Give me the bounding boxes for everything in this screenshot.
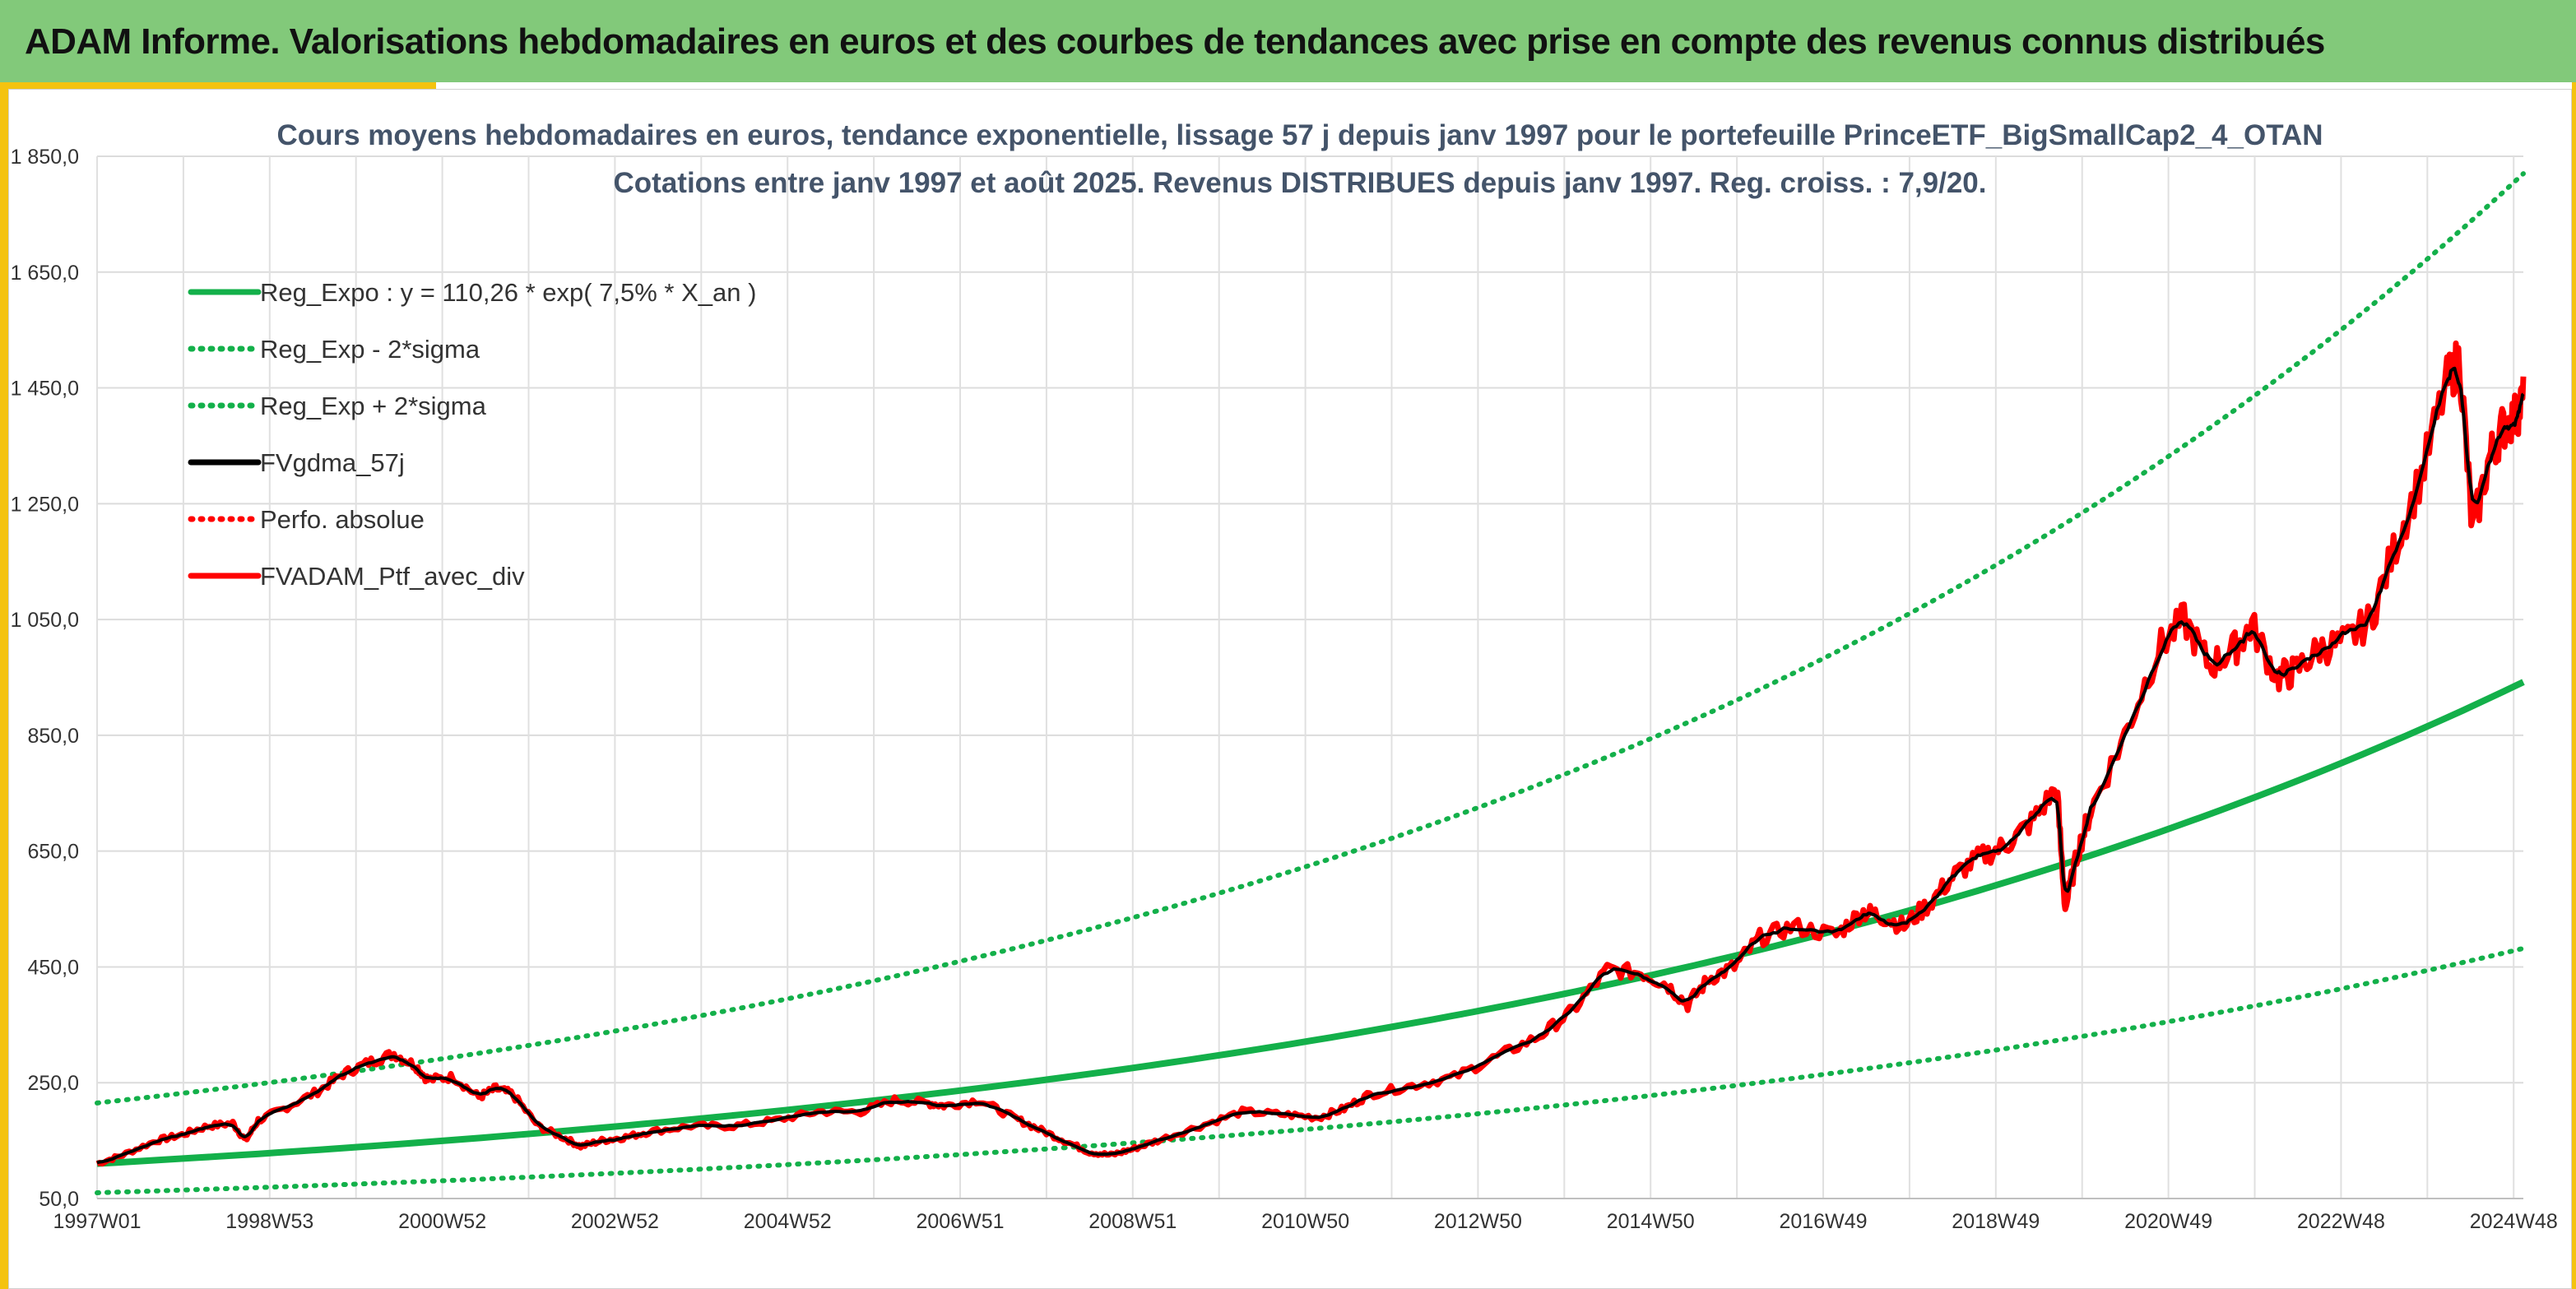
x-tick-label: 2020W49 <box>2124 1210 2212 1233</box>
series-fvgdma-57j <box>96 366 2525 1165</box>
legend-label: Reg_Expo : y = 110,26 * exp( 7,5% * X_an… <box>260 278 756 307</box>
chart-subtitle: Cotations entre janv 1997 et août 2025. … <box>614 167 1987 199</box>
x-tick-label: 2012W50 <box>1434 1210 1522 1233</box>
y-tick-label: 50,0 <box>39 1188 79 1211</box>
left-accent-bar <box>0 82 8 1289</box>
legend-label: Perfo. absolue <box>260 505 425 534</box>
legend-label: Reg_Exp + 2*sigma <box>260 392 487 420</box>
series-layer <box>95 171 2527 1195</box>
y-axis-ticks: 50,0 250,0 450,0 650,0 850,0 1 050,0 1 250,0 1 … <box>11 146 79 1211</box>
grid-vertical <box>96 156 2523 1199</box>
y-tick-label: 1 050,0 <box>11 609 79 632</box>
legend: Reg_Expo : y = 110,26 * exp( 7,5% * X_an… <box>188 278 756 591</box>
header-banner: ADAM Informe. Valorisations hebdomadaire… <box>0 0 2576 82</box>
series-reg-exp-plus-2-sigma <box>95 171 2526 1106</box>
y-tick-label: 650,0 <box>27 841 79 864</box>
series-reg-exp-minus-2-sigma <box>95 945 2526 1195</box>
x-tick-label: 2008W51 <box>1088 1210 1177 1233</box>
y-tick-label: 250,0 <box>27 1072 79 1095</box>
page-title: ADAM Informe. Valorisations hebdomadaire… <box>25 21 2325 62</box>
x-tick-label: 2010W50 <box>1261 1210 1349 1233</box>
x-tick-label: 2004W52 <box>744 1210 832 1233</box>
x-tick-label: 2022W48 <box>2297 1210 2385 1233</box>
left-accent-strip <box>0 82 436 89</box>
x-tick-label: 2024W48 <box>2470 1210 2558 1233</box>
y-tick-label: 1 450,0 <box>11 378 79 401</box>
y-tick-label: 1 650,0 <box>11 262 79 285</box>
x-tick-label: 2018W49 <box>1952 1210 2040 1233</box>
legend-label: FVgdma_57j <box>260 448 405 477</box>
legend-label: FVADAM_Ptf_avec_div <box>260 562 525 591</box>
legend-label: Reg_Exp - 2*sigma <box>260 335 480 364</box>
chart-title: Cours moyens hebdomadaires en euros, ten… <box>276 119 2323 151</box>
x-tick-label: 2000W52 <box>398 1210 486 1233</box>
y-tick-label: 1 250,0 <box>11 493 79 516</box>
grid-horizontal <box>97 155 2523 1199</box>
series-reg-expo <box>96 679 2525 1167</box>
y-tick-label: 1 850,0 <box>11 146 79 169</box>
x-tick-label: 1997W01 <box>53 1210 141 1233</box>
x-tick-label: 2002W52 <box>571 1210 659 1233</box>
x-tick-label: 1998W53 <box>225 1210 313 1233</box>
right-accent-bar <box>2572 82 2576 1289</box>
y-tick-label: 850,0 <box>27 725 79 748</box>
x-tick-label: 2006W51 <box>916 1210 1004 1233</box>
y-tick-label: 450,0 <box>27 956 79 979</box>
x-axis-ticks: 1997W01 1998W53 2000W52 2002W52 2004W52 2006W… <box>53 1210 2557 1233</box>
x-tick-label: 2016W49 <box>1780 1210 1868 1233</box>
x-tick-label: 2014W50 <box>1607 1210 1695 1233</box>
